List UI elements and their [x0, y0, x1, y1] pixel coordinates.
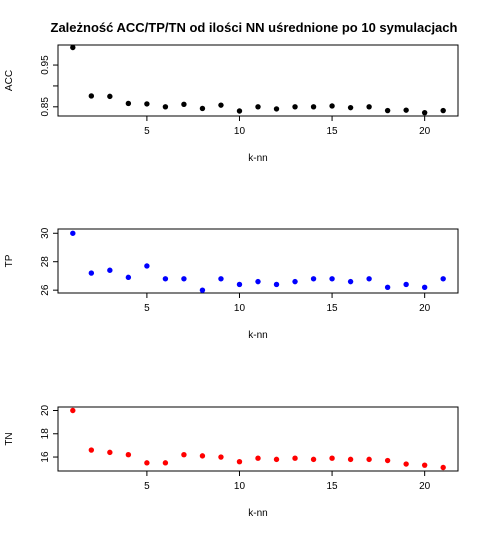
acc-y-tick-label: 0.85 [40, 97, 51, 117]
tp-x-tick-label: 15 [327, 303, 339, 314]
tp-y-tick-label: 28 [40, 256, 51, 268]
acc-x-tick-label: 15 [327, 126, 339, 137]
tn-panel: 5 10 15 20 16 18 20 k-nn TN [4, 404, 459, 519]
tn-data-point [421, 462, 428, 468]
panels: 5 10 15 20 0.85 0.95 k-nn ACC 5 10 15 20 26 28 30 k-nn T… [4, 44, 459, 519]
tp-data-point [292, 278, 298, 285]
tp-x-tick-label: 10 [234, 303, 246, 314]
tn-data-point [181, 452, 187, 458]
tp-data-point [310, 276, 317, 282]
tn-data-point [403, 461, 409, 467]
tp-data-point [329, 276, 335, 282]
tp-x-tick-label: 5 [144, 303, 150, 314]
acc-data-point [403, 107, 409, 113]
tp-y-axis-label: TP [4, 254, 15, 267]
acc-data-point [310, 104, 317, 110]
tp-data-point [366, 276, 372, 282]
acc-y-axis-label: ACC [4, 70, 15, 91]
acc-data-point [384, 107, 391, 114]
acc-data-point [421, 109, 428, 116]
tn-data-point [218, 454, 224, 460]
tp-data-point [255, 278, 261, 285]
tn-data-point [88, 447, 95, 453]
tn-data-point [292, 455, 298, 461]
acc-data-point [366, 104, 372, 110]
tp-x-tick-label: 20 [419, 303, 431, 314]
tp-data-point [144, 263, 150, 269]
tn-data-point [273, 456, 280, 463]
tn-x-axis-label: k-nn [248, 508, 267, 519]
tp-data-point [236, 281, 243, 288]
tn-data-point [236, 458, 243, 465]
tp-data-point [107, 267, 113, 273]
tn-data-point [255, 455, 261, 461]
acc-data-point [125, 100, 132, 107]
tp-data-point [181, 276, 187, 282]
tn-x-tick-label: 5 [144, 481, 150, 492]
tn-data-point [310, 456, 317, 463]
tn-data-point [107, 449, 113, 456]
tn-data-point [329, 455, 335, 461]
tp-data-point [273, 281, 280, 288]
acc-data-point [255, 104, 261, 110]
acc-data-point [107, 93, 113, 100]
tn-x-tick-label: 10 [234, 481, 246, 492]
acc-data-point [218, 102, 224, 108]
tp-data-point [421, 284, 428, 291]
tn-x-tick-label: 15 [327, 481, 339, 492]
tp-data-point [125, 274, 132, 281]
tp-y-tick-label: 30 [40, 227, 51, 239]
tn-y-tick-label: 16 [40, 451, 51, 463]
acc-data-point [88, 93, 95, 99]
acc-data-point [144, 101, 150, 107]
acc-data-point [70, 44, 76, 51]
acc-data-point [347, 104, 354, 111]
acc-data-point [440, 107, 446, 114]
acc-data-point [273, 106, 280, 112]
tn-plot-frame [57, 406, 459, 472]
tp-data-point [347, 278, 354, 285]
tp-data-point [70, 230, 76, 236]
tn-data-point [384, 457, 391, 464]
acc-y-tick-label: 0.95 [40, 55, 51, 75]
tp-x-axis-label: k-nn [248, 330, 267, 341]
acc-x-tick-label: 20 [419, 126, 431, 137]
tp-data-point [218, 276, 224, 282]
tp-panel: 5 10 15 20 26 28 30 k-nn TP [4, 227, 459, 341]
tn-data-point [162, 460, 169, 466]
acc-data-point [292, 104, 298, 110]
tn-data-point [125, 452, 132, 458]
acc-x-tick-label: 10 [234, 126, 246, 137]
tn-data-point [199, 453, 206, 459]
tp-data-point [199, 287, 206, 293]
acc-data-point [181, 101, 187, 108]
acc-panel: 5 10 15 20 0.85 0.95 k-nn ACC [4, 44, 459, 164]
acc-x-axis-label: k-nn [248, 153, 267, 164]
tn-data-point [440, 464, 446, 471]
tn-x-tick-label: 20 [419, 481, 431, 492]
chart-title: Zależność ACC/TP/TN od ilości NN uśredni… [51, 20, 458, 35]
tn-y-tick-label: 20 [40, 404, 51, 416]
acc-data-point [329, 103, 335, 109]
acc-data-point [199, 105, 206, 112]
acc-data-point [162, 104, 169, 110]
tn-y-axis-label: TN [4, 432, 15, 445]
tn-data-point [70, 407, 76, 414]
tp-data-point [403, 281, 409, 288]
tp-data-point [440, 276, 446, 282]
acc-x-tick-label: 5 [144, 126, 150, 137]
acc-data-point [236, 108, 243, 114]
tp-y-tick-label: 26 [40, 284, 51, 296]
tp-data-point [162, 276, 169, 282]
tp-data-point [384, 284, 391, 291]
tn-data-point [347, 456, 354, 463]
tn-data-point [366, 456, 372, 463]
tn-y-tick-label: 18 [40, 428, 51, 440]
tp-data-point [88, 270, 95, 276]
tn-data-point [144, 460, 150, 466]
